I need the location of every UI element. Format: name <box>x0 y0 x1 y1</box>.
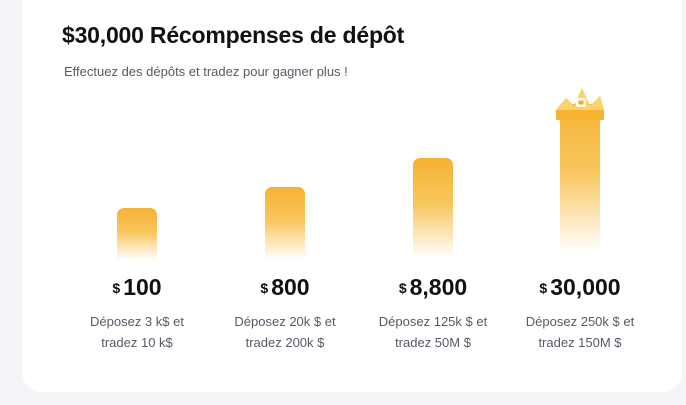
tier-desc-line: tradez 200k $ <box>245 335 325 350</box>
reward-value: 8,800 <box>409 274 468 300</box>
tier-desc-line: Déposez 3 k$ et <box>90 314 184 329</box>
tier-bar-3 <box>413 158 453 258</box>
crown-icon <box>556 88 604 120</box>
tier-desc-line: Déposez 125k $ et <box>378 314 488 329</box>
reward-value: 800 <box>271 274 310 300</box>
currency-symbol: $ <box>398 280 407 296</box>
reward-tier-3: $8,800 Déposez 125k $ et tradez 50M $ <box>361 0 505 392</box>
deposit-rewards-card: $30,000 Récompenses de dépôt Effectuez d… <box>22 0 682 392</box>
currency-symbol: $ <box>260 280 269 296</box>
currency-symbol: $ <box>539 280 548 296</box>
tier-amount-3: $8,800 <box>361 274 505 301</box>
tier-bar-2 <box>265 187 305 260</box>
tier-desc-line: Déposez 250k $ et <box>525 314 635 329</box>
reward-tier-1: $100 Déposez 3 k$ et tradez 10 k$ <box>65 0 209 392</box>
page-subtitle: Effectuez des dépôts et tradez pour gagn… <box>64 64 348 79</box>
tier-desc-line: Déposez 20k $ et <box>234 314 336 329</box>
tier-desc-line: tradez 150M $ <box>538 335 622 350</box>
page-title: $30,000 Récompenses de dépôt <box>62 22 405 48</box>
tier-description-1: Déposez 3 k$ et tradez 10 k$ <box>65 311 209 353</box>
tier-amount-2: $800 <box>213 274 357 301</box>
reward-value: 100 <box>123 274 162 300</box>
reward-value: 30,000 <box>550 274 621 300</box>
tier-desc-line: tradez 10 k$ <box>101 335 173 350</box>
currency-symbol: $ <box>112 280 121 296</box>
tier-description-3: Déposez 125k $ et tradez 50M $ <box>361 311 505 353</box>
tier-bar-1 <box>117 208 157 260</box>
reward-tier-2: $800 Déposez 20k $ et tradez 200k $ <box>213 0 357 392</box>
reward-tier-4: $30,000 Déposez 250k $ et tradez 150M $ <box>508 0 652 392</box>
tier-desc-line: tradez 50M $ <box>395 335 471 350</box>
tier-description-4: Déposez 250k $ et tradez 150M $ <box>508 311 652 353</box>
tier-amount-4: $30,000 <box>508 274 652 301</box>
tier-amount-1: $100 <box>65 274 209 301</box>
tier-bar-4 <box>556 88 604 252</box>
tier-description-2: Déposez 20k $ et tradez 200k $ <box>213 311 357 353</box>
